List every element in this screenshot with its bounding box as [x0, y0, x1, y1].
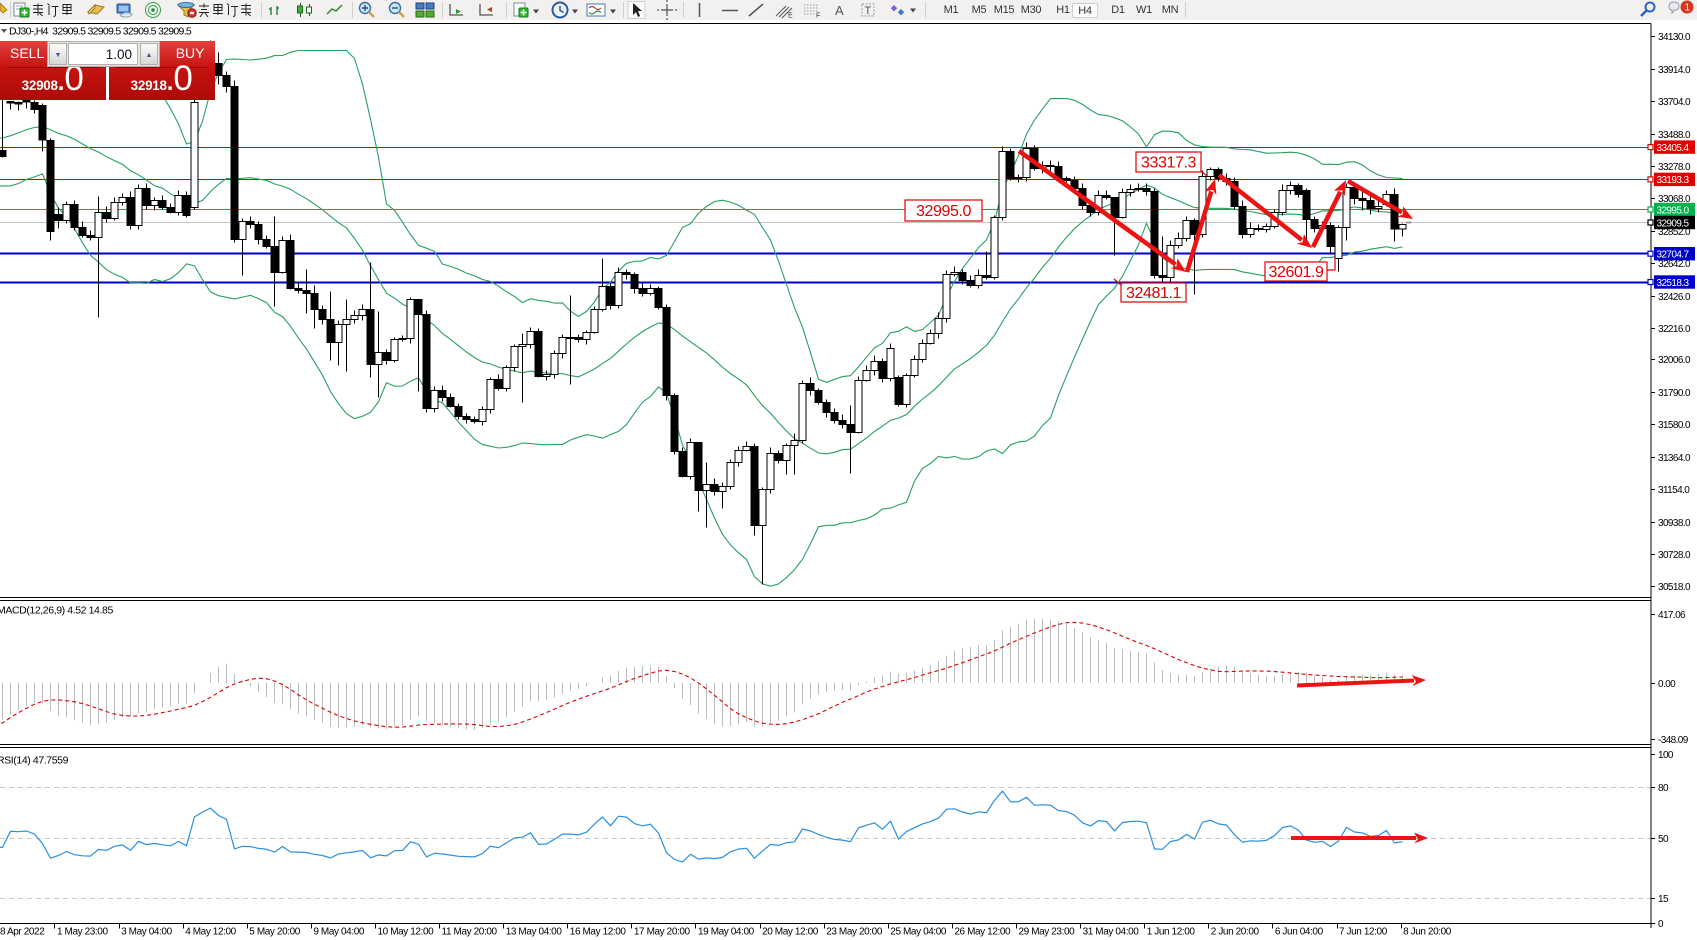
svg-text:31790.0: 31790.0 [1658, 388, 1691, 399]
svg-text:32426.0: 32426.0 [1658, 292, 1691, 303]
svg-text:5 May 20:00: 5 May 20:00 [249, 927, 300, 938]
svg-text:11 May 20:00: 11 May 20:00 [442, 927, 498, 938]
svg-text:32216.0: 32216.0 [1658, 324, 1691, 335]
svg-text:20 May 12:00: 20 May 12:00 [762, 927, 819, 938]
svg-text:50: 50 [1658, 834, 1669, 845]
svg-text:32601.9: 32601.9 [1268, 264, 1324, 281]
svg-text:4 May 12:00: 4 May 12:00 [185, 927, 236, 938]
svg-text:31364.0: 31364.0 [1658, 453, 1691, 464]
svg-text:2 Jun 20:00: 2 Jun 20:00 [1211, 927, 1260, 938]
svg-text:9 May 04:00: 9 May 04:00 [313, 927, 364, 938]
svg-text:6 Jun 04:00: 6 Jun 04:00 [1275, 927, 1324, 938]
svg-text:8 Jun 20:00: 8 Jun 20:00 [1403, 927, 1452, 938]
svg-text:32909.5: 32909.5 [1657, 218, 1690, 229]
svg-text:32481.1: 32481.1 [1126, 285, 1182, 302]
svg-text:26 May 12:00: 26 May 12:00 [954, 927, 1011, 938]
svg-text:10 May 12:00: 10 May 12:00 [378, 927, 435, 938]
svg-text:0.00: 0.00 [1658, 679, 1676, 690]
svg-text:33317.3: 33317.3 [1141, 155, 1197, 172]
svg-text:80: 80 [1658, 783, 1669, 794]
svg-text:MACD(12,26,9) 4.52 14.85: MACD(12,26,9) 4.52 14.85 [0, 605, 113, 617]
svg-text:1: 1 [1685, 3, 1691, 14]
svg-text:E: E [788, 13, 793, 20]
svg-text:17 May 20:00: 17 May 20:00 [634, 927, 691, 938]
svg-text:33405.4: 33405.4 [1657, 143, 1690, 154]
svg-text:1 May 23:00: 1 May 23:00 [57, 927, 108, 938]
svg-text:30518.0: 30518.0 [1658, 582, 1691, 593]
svg-text:31154.0: 31154.0 [1658, 485, 1690, 496]
svg-text:33488.0: 33488.0 [1658, 130, 1691, 141]
svg-text:16 May 12:00: 16 May 12:00 [570, 927, 627, 938]
svg-text:8 Apr 2022: 8 Apr 2022 [0, 927, 45, 938]
svg-text:32642.0: 32642.0 [1658, 259, 1691, 270]
svg-text:-348.09: -348.09 [1658, 735, 1689, 746]
svg-text:32995.0: 32995.0 [1657, 205, 1690, 216]
svg-text:32006.0: 32006.0 [1658, 355, 1691, 366]
svg-text:0: 0 [1658, 919, 1664, 930]
svg-text:RSI(14) 47.7559: RSI(14) 47.7559 [0, 755, 69, 767]
svg-text:33193.3: 33193.3 [1657, 175, 1690, 186]
svg-text:34130.0: 34130.0 [1658, 32, 1691, 43]
svg-text:33704.0: 33704.0 [1658, 97, 1691, 108]
svg-text:33278.0: 33278.0 [1658, 162, 1691, 173]
svg-text:417.06: 417.06 [1658, 610, 1686, 621]
svg-text:1 Jun 12:00: 1 Jun 12:00 [1147, 927, 1196, 938]
svg-text:31580.0: 31580.0 [1658, 420, 1691, 431]
svg-text:32704.7: 32704.7 [1657, 250, 1690, 261]
svg-text:7 Jun 12:00: 7 Jun 12:00 [1339, 927, 1388, 938]
svg-text:32518.3: 32518.3 [1657, 278, 1690, 289]
svg-text:13 May 04:00: 13 May 04:00 [506, 927, 563, 938]
svg-text:DJ30-,H4 32909.5 32909.5 3290: DJ30-,H4 32909.5 32909.5 32909.5 32909.5 [9, 26, 192, 38]
svg-text:32852.0: 32852.0 [1658, 227, 1691, 238]
svg-text:31 May 04:00: 31 May 04:00 [1083, 927, 1140, 938]
svg-text:33914.0: 33914.0 [1658, 65, 1691, 76]
svg-text:19 May 04:00: 19 May 04:00 [698, 927, 755, 938]
svg-text:A: A [835, 3, 844, 18]
svg-text:23 May 20:00: 23 May 20:00 [826, 927, 883, 938]
svg-text:100: 100 [1658, 750, 1674, 761]
svg-text:30728.0: 30728.0 [1658, 550, 1691, 561]
svg-text:32995.0: 32995.0 [916, 203, 972, 220]
svg-text:33068.0: 33068.0 [1658, 194, 1691, 205]
svg-text:3 May 04:00: 3 May 04:00 [121, 927, 172, 938]
svg-text:30938.0: 30938.0 [1658, 518, 1691, 529]
svg-text:29 May 23:00: 29 May 23:00 [1019, 927, 1076, 938]
svg-text:T: T [865, 5, 872, 17]
svg-text:15: 15 [1658, 894, 1669, 905]
svg-text:25 May 04:00: 25 May 04:00 [890, 927, 947, 938]
svg-text:F: F [816, 13, 820, 20]
